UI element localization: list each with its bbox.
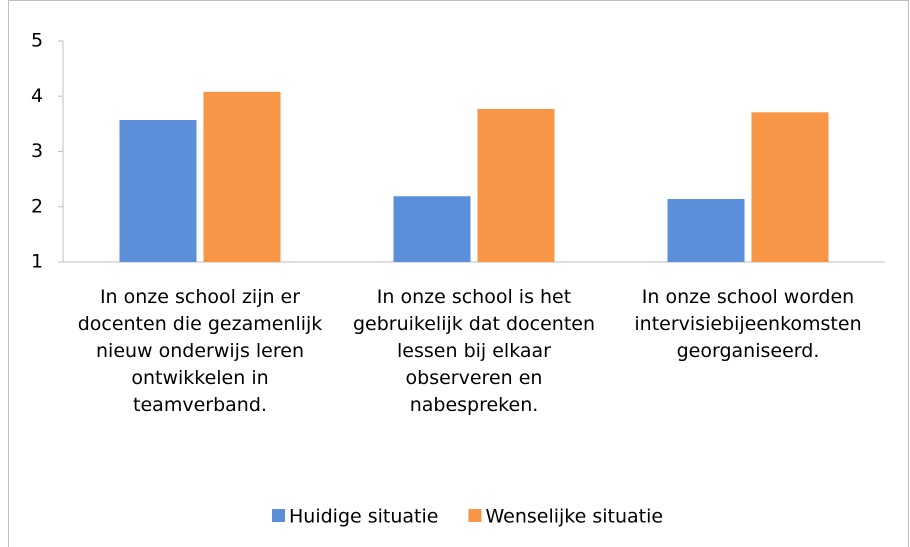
y-tick-label: 1: [31, 251, 43, 273]
legend-label: Huidige situatie: [289, 506, 438, 528]
legend-swatch: [272, 509, 285, 522]
bar: [667, 199, 745, 262]
y-tick-label: 5: [31, 30, 43, 52]
legend-label: Wenselijke situatie: [485, 506, 663, 528]
chart-frame: [8, 0, 909, 547]
legend-swatch: [468, 509, 482, 522]
x-tick-label: In onze school zijn er docenten die geza…: [77, 286, 323, 416]
y-tick-label: 4: [31, 85, 43, 107]
bar: [203, 91, 281, 262]
y-tick-label: 2: [31, 195, 43, 217]
bar: [751, 112, 829, 263]
bar: [477, 108, 555, 263]
x-tick-label: In onze school is het gebruikelijk dat d…: [352, 286, 596, 416]
bar: [119, 120, 197, 262]
y-tick-label: 3: [31, 140, 43, 162]
x-tick-label: In onze school worden intervisiebijeenko…: [634, 286, 862, 362]
bar: [393, 196, 471, 262]
